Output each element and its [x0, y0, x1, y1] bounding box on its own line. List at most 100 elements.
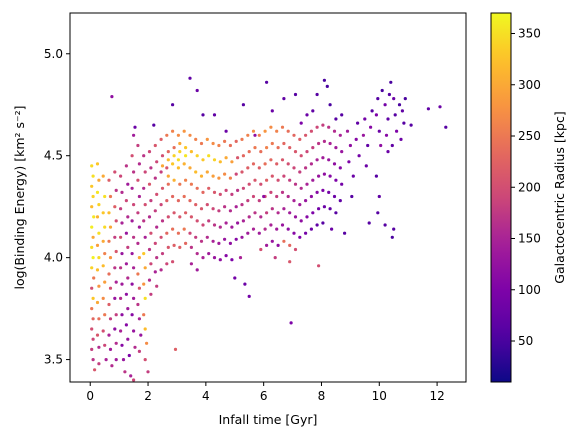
data-point — [121, 358, 126, 362]
data-point — [136, 178, 140, 182]
data-point — [95, 300, 100, 305]
data-point — [114, 249, 118, 254]
data-point — [155, 284, 159, 288]
data-point — [189, 262, 193, 266]
data-point — [171, 129, 175, 133]
data-point — [282, 141, 286, 146]
data-point — [228, 143, 232, 148]
data-point — [309, 227, 313, 231]
y-axis-label: log(Binding Energy) [km² s⁻²] — [12, 105, 27, 289]
data-point — [189, 150, 193, 154]
data-point — [95, 162, 100, 166]
data-point — [345, 129, 350, 133]
data-point — [199, 141, 204, 146]
x-tick-label: 2 — [144, 389, 152, 403]
data-point — [305, 215, 309, 219]
data-point — [311, 211, 315, 215]
data-point — [147, 247, 152, 252]
data-point — [224, 156, 228, 160]
data-point — [108, 286, 113, 290]
data-point — [236, 221, 240, 225]
data-point — [259, 247, 263, 252]
data-point — [136, 143, 140, 148]
data-point — [123, 370, 127, 374]
data-point — [205, 170, 209, 174]
data-point — [101, 211, 105, 215]
data-point — [139, 333, 143, 337]
colorbar-tick-label: 250 — [518, 129, 541, 143]
data-point — [399, 137, 403, 141]
data-point — [160, 154, 165, 158]
data-point — [90, 327, 94, 331]
data-point — [184, 146, 188, 150]
data-point — [143, 235, 147, 239]
data-point — [240, 235, 244, 239]
data-point — [327, 158, 331, 162]
data-point — [280, 190, 285, 194]
data-point — [90, 164, 94, 168]
data-point — [304, 133, 308, 137]
data-point — [178, 141, 182, 146]
data-point — [332, 162, 337, 166]
data-point — [253, 178, 257, 182]
data-point — [315, 158, 319, 162]
data-point — [136, 302, 140, 307]
data-point — [241, 219, 245, 223]
data-point — [270, 239, 274, 243]
data-point — [212, 158, 217, 162]
data-point — [389, 80, 393, 84]
data-point — [137, 225, 141, 229]
data-point — [188, 133, 192, 137]
data-point — [110, 364, 114, 368]
data-point — [172, 211, 176, 215]
data-point — [299, 219, 303, 223]
data-point — [223, 237, 227, 241]
data-point — [176, 158, 180, 162]
data-point — [147, 150, 152, 154]
data-point — [228, 176, 232, 180]
data-point — [120, 190, 124, 194]
data-point — [288, 146, 292, 150]
data-point — [176, 231, 180, 235]
data-point — [257, 199, 261, 203]
data-point — [327, 125, 331, 129]
data-point — [366, 143, 370, 148]
data-point — [132, 170, 136, 174]
data-point — [120, 343, 124, 347]
data-point — [332, 129, 337, 133]
data-point — [126, 215, 130, 219]
data-point — [104, 358, 108, 362]
data-point — [299, 121, 303, 125]
data-point — [194, 170, 198, 174]
data-point — [97, 203, 101, 207]
data-point — [322, 172, 326, 176]
data-point — [147, 278, 152, 282]
data-point — [165, 133, 169, 137]
data-point — [305, 182, 309, 186]
data-point — [338, 133, 342, 137]
data-point — [315, 190, 319, 194]
data-point — [315, 223, 319, 227]
data-point — [383, 103, 387, 107]
data-point — [361, 133, 365, 137]
data-point — [217, 241, 221, 245]
data-point — [124, 164, 128, 168]
data-point — [188, 199, 192, 203]
data-point — [184, 178, 188, 182]
data-point — [364, 164, 368, 168]
data-point — [304, 231, 308, 235]
data-point — [95, 243, 100, 247]
data-point — [234, 237, 238, 241]
data-point — [275, 227, 279, 231]
data-point — [275, 162, 279, 166]
data-point — [165, 262, 169, 266]
data-point — [201, 190, 205, 194]
data-point — [234, 139, 238, 143]
data-point — [275, 129, 279, 133]
colorbar-tick-label: 50 — [518, 334, 533, 348]
data-point — [110, 95, 114, 99]
data-point — [321, 156, 325, 160]
data-point — [103, 225, 107, 229]
data-point — [269, 158, 273, 162]
data-point — [334, 117, 338, 121]
